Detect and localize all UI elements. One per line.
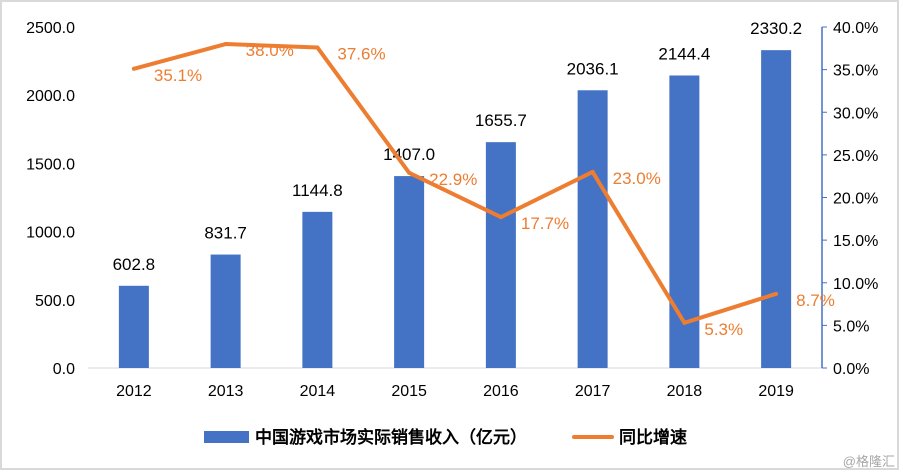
right-tick-label: 10.0%	[833, 276, 878, 293]
left-tick-label: 2500.0	[26, 20, 75, 37]
bar-data-label: 1655.7	[475, 111, 527, 130]
right-tick-label: 5.0%	[833, 318, 869, 335]
line-data-label: 37.6%	[337, 44, 385, 63]
line-data-label: 35.1%	[154, 66, 202, 85]
left-tick-label: 1500.0	[26, 156, 75, 173]
bar	[577, 90, 608, 368]
right-tick-label: 0.0%	[833, 361, 869, 378]
growth-point	[223, 42, 228, 47]
x-tick-label: 2012	[116, 383, 152, 400]
right-tick-label: 25.0%	[833, 148, 878, 165]
x-tick-label: 2016	[483, 383, 519, 400]
bar-data-label: 1144.8	[292, 181, 343, 200]
growth-point	[498, 215, 503, 220]
line-data-label: 17.7%	[521, 214, 569, 233]
legend-bar-label: 中国游戏市场实际销售收入（亿元）	[255, 427, 527, 447]
line-data-label: 8.7%	[796, 291, 835, 310]
bar-data-label: 831.7	[204, 224, 247, 243]
left-tick-label: 1000.0	[26, 225, 75, 242]
bar	[394, 176, 425, 368]
bar	[210, 254, 241, 368]
bar	[761, 50, 792, 369]
growth-point	[131, 66, 136, 71]
bar-data-label: 602.8	[113, 255, 156, 274]
growth-point	[407, 170, 412, 175]
right-tick-label: 30.0%	[833, 105, 878, 122]
growth-point	[682, 320, 687, 325]
left-tick-label: 500.0	[35, 293, 75, 310]
bar	[118, 285, 149, 368]
watermark: @格隆汇	[843, 454, 895, 469]
line-data-label: 38.0%	[246, 41, 294, 60]
right-tick-label: 15.0%	[833, 233, 878, 250]
growth-point	[590, 169, 595, 174]
x-tick-label: 2017	[575, 383, 611, 400]
right-tick-label: 20.0%	[833, 191, 878, 208]
bar-data-label: 2330.2	[750, 19, 802, 38]
x-tick-label: 2019	[758, 383, 794, 400]
bar-data-label: 2144.4	[658, 45, 710, 64]
growth-point	[315, 45, 320, 50]
x-tick-label: 2015	[391, 383, 427, 400]
bar-data-label: 1407.0	[383, 145, 435, 164]
growth-line	[133, 42, 777, 325]
bar-data-label: 2036.1	[567, 59, 619, 78]
bar	[485, 142, 516, 368]
right-tick-label: 40.0%	[833, 20, 878, 37]
x-tick-label: 2018	[667, 383, 703, 400]
left-tick-label: 0.0	[53, 361, 75, 378]
legend-bar-swatch	[204, 431, 249, 443]
legend-line-label: 同比增速	[619, 427, 687, 447]
left-tick-label: 2000.0	[26, 88, 75, 105]
line-data-label: 23.0%	[613, 169, 661, 188]
right-tick-label: 35.0%	[833, 63, 878, 80]
line-data-label: 5.3%	[704, 320, 743, 339]
growth-point	[774, 291, 779, 296]
x-tick-label: 2014	[300, 383, 336, 400]
bar	[302, 211, 333, 368]
x-tick-label: 2013	[208, 383, 244, 400]
line-data-label: 22.9%	[429, 170, 477, 189]
